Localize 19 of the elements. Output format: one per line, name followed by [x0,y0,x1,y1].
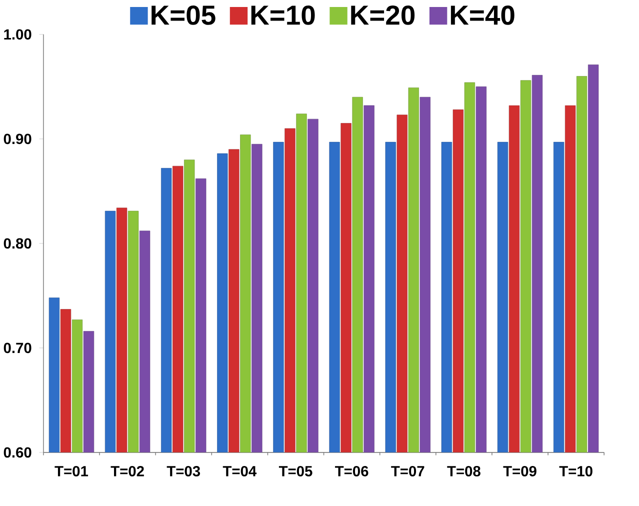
y-tick-label: 1.00 [4,29,32,40]
legend-label: K=40 [450,6,514,26]
y-tick-label: 0.80 [4,238,32,249]
x-tick-label: T=04 [222,466,257,477]
x-tick-label: T=02 [110,466,144,477]
legend-label: K=10 [251,6,315,26]
x-tick-label: T=05 [278,466,312,477]
y-tick-label: 0.70 [4,342,32,354]
x-tick-label: T=01 [54,466,88,477]
x-tick-label: T=10 [559,466,592,477]
x-tick-label: T=08 [447,466,480,477]
y-tick-label: 0.60 [4,447,32,458]
x-tick-label: T=06 [335,466,368,477]
legend-label: K=05 [152,6,216,26]
y-tick-label: 0.90 [4,134,32,144]
x-tick-label: T=09 [503,466,536,477]
x-tick-label: T=07 [391,466,424,477]
legend-label: K=20 [351,6,415,26]
x-tick-label: T=03 [166,466,200,477]
